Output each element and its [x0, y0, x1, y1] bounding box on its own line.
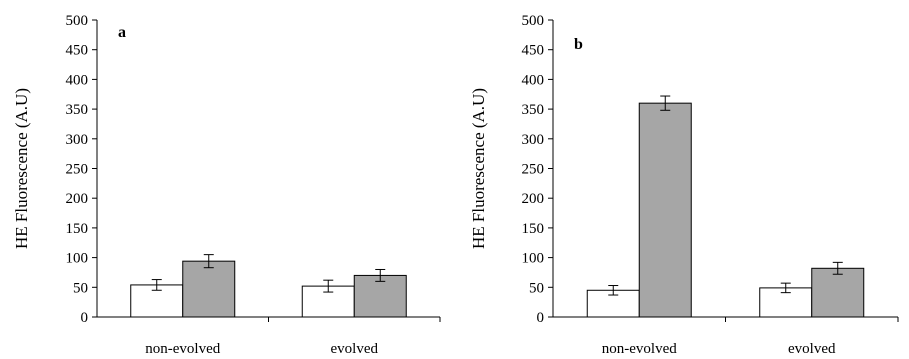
bar: [638, 102, 692, 318]
y-axis-label: HE Fluorescence (A.U): [12, 88, 31, 249]
y-tick-label: 100: [66, 251, 89, 267]
y-tick-label: 400: [66, 72, 89, 88]
panel-label: b: [574, 36, 583, 53]
chart-panel-a: 0 50 100 150 200 250 300 350 400 450 500 HE Fluores…: [12, 13, 441, 357]
x-tick-label: non-evolved: [145, 341, 220, 357]
chart-panel-b: 0 50 100 150 200 250 300 350 400 450 500 HE Fluores…: [469, 13, 899, 357]
bar: [182, 260, 236, 318]
y-tick-label: 200: [522, 191, 545, 207]
y-tick-label: 200: [66, 191, 89, 207]
y-tick-label: 500: [522, 13, 545, 29]
y-tick-label: 150: [522, 221, 545, 237]
bar: [811, 267, 865, 318]
y-tick-label: 50: [73, 280, 88, 296]
y-tick-label: 150: [66, 221, 89, 237]
y-tick-label: 0: [81, 310, 89, 326]
y-tick-label: 250: [522, 162, 545, 178]
y-tick-label: 400: [522, 72, 545, 88]
y-tick-label: 50: [529, 280, 544, 296]
y-tick-label: 350: [66, 102, 89, 118]
y-axis-label: HE Fluorescence (A.U): [469, 88, 488, 249]
y-tick-label: 450: [522, 43, 545, 59]
y-tick-label: 450: [66, 43, 89, 59]
y-tick-label: 250: [66, 162, 89, 178]
x-tick-label: non-evolved: [602, 341, 677, 357]
y-tick-label: 0: [537, 310, 545, 326]
panel-label: a: [118, 24, 126, 41]
y-tick-label: 100: [522, 251, 545, 267]
x-tick-label: evolved: [331, 341, 379, 357]
x-tick-label: evolved: [788, 341, 836, 357]
y-tick-label: 300: [522, 132, 545, 148]
y-tick-label: 500: [66, 13, 89, 29]
y-tick-label: 350: [522, 102, 545, 118]
y-tick-label: 300: [66, 132, 89, 148]
